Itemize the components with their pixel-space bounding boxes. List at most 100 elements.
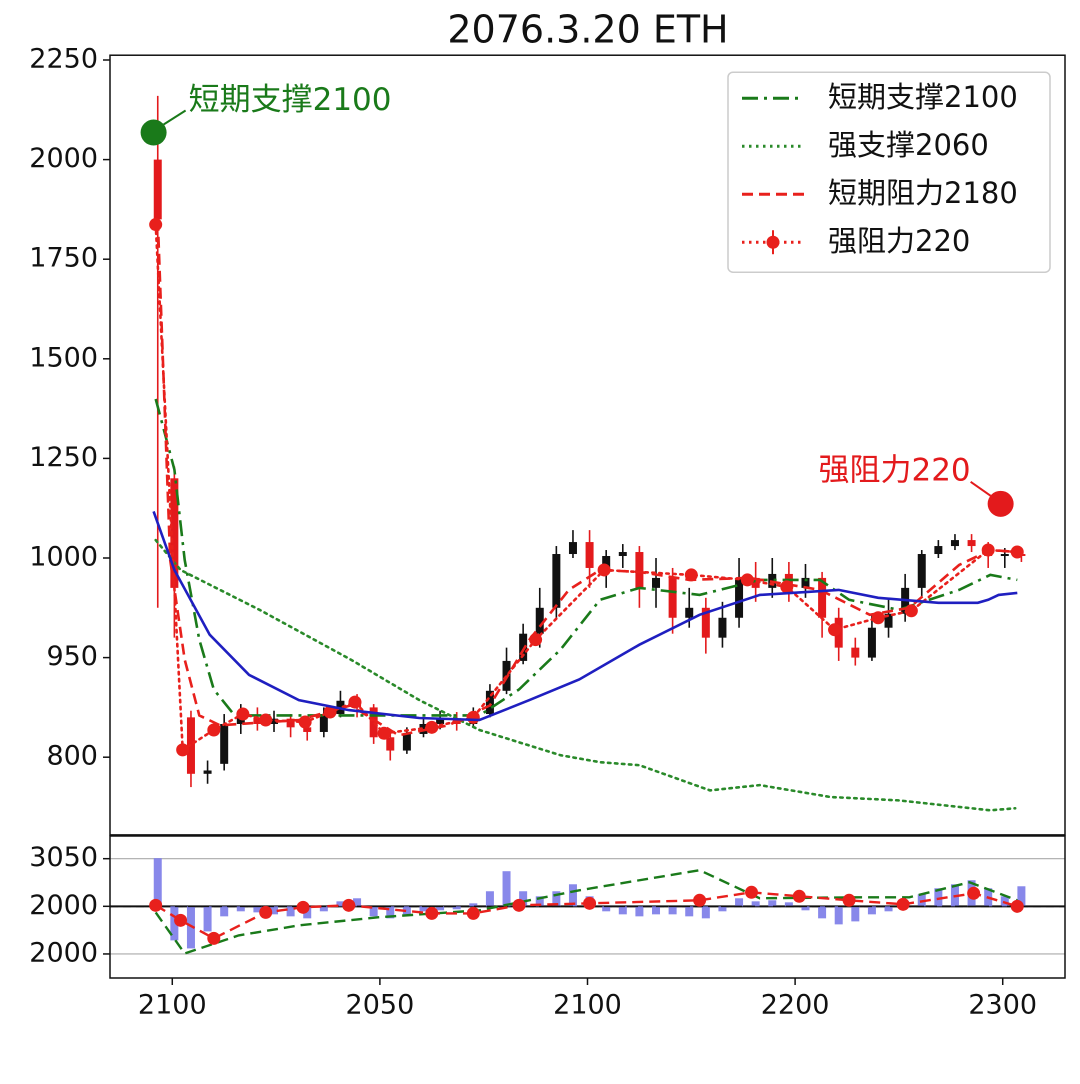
- series-marker: [174, 913, 188, 927]
- bar: [602, 906, 611, 912]
- series-marker: [149, 898, 163, 912]
- bar: [336, 901, 345, 907]
- candle-body: [602, 556, 611, 568]
- bar: [485, 891, 494, 907]
- annotation-text: 短期支撑2100: [189, 82, 392, 118]
- series-line: [156, 219, 1018, 737]
- series-marker: [740, 573, 754, 587]
- series-marker: [296, 900, 310, 914]
- candle-body: [934, 546, 943, 555]
- bar: [851, 906, 860, 922]
- candle-body: [867, 627, 876, 658]
- candle-body: [220, 724, 229, 764]
- series-marker: [259, 713, 273, 727]
- bar: [1000, 896, 1009, 907]
- series-marker: [684, 568, 698, 582]
- plot-frame: [109, 54, 1066, 836]
- annotation-text: 强阻力220: [818, 452, 970, 488]
- series-marker: [842, 893, 856, 907]
- candle-body: [851, 647, 860, 658]
- candle-body: [270, 718, 279, 724]
- candle-body: [884, 613, 893, 628]
- y-tick-label: 3050: [29, 842, 98, 873]
- bar: [369, 906, 378, 917]
- bar: [735, 898, 744, 907]
- series-marker: [176, 743, 190, 757]
- series-marker: [259, 905, 273, 919]
- candle-body: [751, 577, 760, 588]
- bar: [469, 903, 478, 907]
- candle-body: [735, 577, 744, 618]
- candle-body: [701, 607, 710, 638]
- x-tick-label: 2200: [761, 990, 830, 1021]
- series-marker: [342, 898, 356, 912]
- candle-body: [402, 733, 411, 751]
- candle-body: [253, 717, 262, 724]
- candle-body: [718, 617, 727, 638]
- legend-label: 强阻力220: [828, 224, 970, 258]
- candle-body: [153, 159, 162, 220]
- bar: [452, 906, 461, 910]
- series-marker: [871, 611, 885, 625]
- legend-label: 强支撑2060: [828, 128, 989, 162]
- bar: [502, 871, 511, 907]
- bar: [934, 888, 943, 907]
- series-marker: [597, 563, 611, 577]
- bar: [270, 906, 279, 915]
- series-marker: [149, 218, 163, 232]
- series-line: [154, 538, 1017, 812]
- candle-body: [652, 577, 661, 588]
- series-marker: [1010, 545, 1024, 559]
- candle-body: [552, 554, 561, 608]
- y-tick-label: 2000: [29, 937, 98, 968]
- series-marker: [1010, 899, 1024, 913]
- bar: [652, 906, 661, 915]
- candle-body: [685, 607, 694, 618]
- y-tick-label: 1750: [29, 243, 98, 274]
- series-marker: [693, 893, 707, 907]
- bar: [203, 906, 212, 932]
- series-marker: [466, 906, 480, 920]
- bar: [535, 896, 544, 907]
- series-marker: [792, 889, 806, 903]
- candle-body: [950, 540, 959, 547]
- series-marker: [583, 896, 597, 910]
- candle-body: [236, 717, 245, 724]
- bar: [519, 891, 528, 907]
- series-marker: [780, 580, 794, 594]
- series-marker: [236, 707, 250, 721]
- bar: [568, 884, 577, 907]
- series-line: [154, 868, 1018, 955]
- candle-body: [635, 552, 644, 588]
- candle-body: [170, 478, 179, 588]
- series-marker: [298, 715, 312, 729]
- y-tick-label: 2000: [29, 890, 98, 921]
- y-tick-label: 800: [46, 741, 98, 772]
- series-marker: [348, 695, 362, 709]
- series-marker: [896, 897, 910, 911]
- series-marker: [981, 543, 995, 557]
- bar: [884, 906, 893, 912]
- annotation-leader: [970, 480, 992, 497]
- bar: [685, 906, 694, 917]
- series-marker: [904, 604, 918, 618]
- bar: [286, 906, 295, 917]
- annotation-dot: [140, 119, 167, 146]
- candle-body: [801, 577, 810, 588]
- candle-body: [917, 554, 926, 588]
- series-marker: [828, 623, 842, 637]
- bar: [701, 906, 710, 919]
- series-marker: [323, 705, 337, 719]
- candle-body: [535, 607, 544, 634]
- legend-box: [727, 71, 1051, 273]
- bar: [768, 900, 777, 907]
- bar: [834, 906, 843, 925]
- bar: [419, 906, 428, 912]
- series-marker: [377, 726, 391, 740]
- bar: [236, 906, 245, 912]
- y-tick-label: 2250: [29, 44, 98, 75]
- candle-body: [286, 718, 295, 728]
- series-marker: [425, 906, 439, 920]
- bar: [801, 906, 810, 911]
